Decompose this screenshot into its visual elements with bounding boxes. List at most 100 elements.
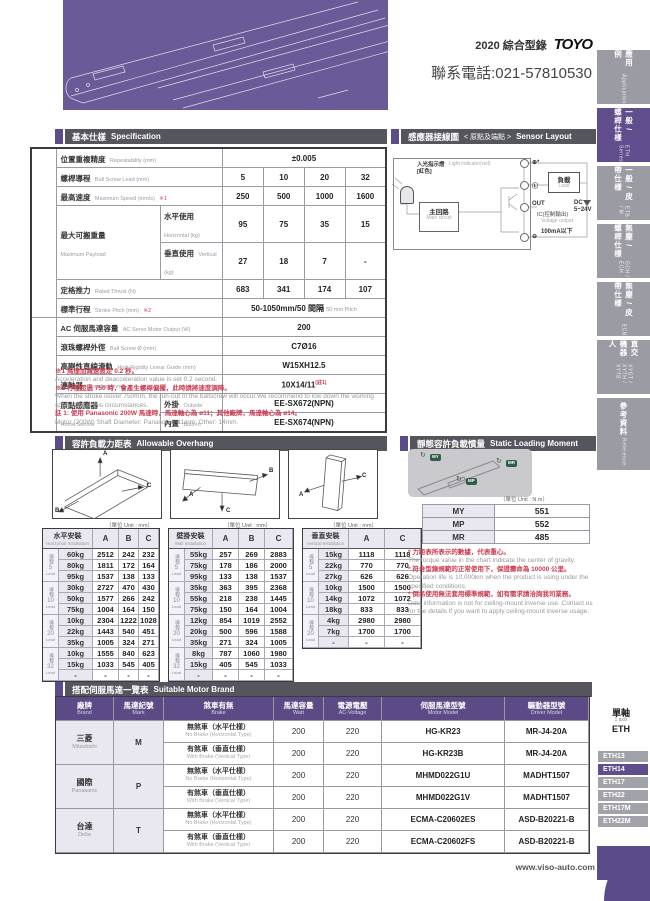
tab-label-zh: 參考資料 (619, 402, 628, 437)
value-cell: 1980 (265, 648, 293, 659)
brake-cell: 無煞車（水平仕樣） No Brake (Horizontal Type) (164, 809, 274, 831)
spec-label: AC 伺服馬達容量 AC Servo Motor Output (W) (56, 317, 223, 337)
sidebar-item-reference[interactable]: 參考資料 Reference (597, 398, 650, 470)
payload-cell: 15kg (59, 659, 93, 670)
payload-cell: 10kg (59, 615, 93, 626)
moment-section-header: 靜態容許負載慣量 Static Loading Moment (400, 436, 596, 451)
spec-value: 10 (262, 167, 305, 187)
sidebar-item-etb-m[interactable]: 一般 / 皮帶仕樣 ETB / M (597, 166, 650, 220)
col-header: C (139, 529, 159, 549)
tab-label-zh: 直交機器人 (608, 340, 639, 357)
value-cell: 1072 (349, 593, 385, 604)
spec-value: 95 (221, 205, 264, 243)
payload-cell: 30kg (59, 582, 93, 593)
axis-letter: C (362, 473, 367, 479)
value-cell: 405 (213, 659, 239, 670)
payload-cell: 12kg (185, 615, 213, 626)
tab-eth17[interactable]: ETH17 (598, 777, 648, 788)
section-title-zh: 搭配伺服馬達一覽表 (72, 684, 149, 695)
brake-cell: 有煞車（垂直仕樣） With Brake (Vertical Type) (164, 787, 274, 809)
unit-label-mm: （單位 Unit : mm） (330, 523, 378, 529)
section-title-zh: 感應器接線圖 (408, 131, 460, 142)
value-cell: 324 (239, 637, 265, 648)
note-zh: * 力距表所表示的數據，代表重心。 (408, 549, 510, 556)
value-cell: 2552 (265, 615, 293, 626)
value-cell: 363 (213, 582, 239, 593)
axis-letter: B (55, 508, 60, 514)
group-label-spec: 規格 Spec (30, 147, 58, 318)
moment-axis-label: MR (506, 460, 517, 467)
tab-eth13[interactable]: ETH13 (598, 751, 648, 762)
moment-key: MR (422, 530, 495, 544)
spec-value: 15 (344, 205, 387, 243)
payload-cell: 27kg (319, 571, 349, 582)
value-cell: 770 (349, 560, 385, 571)
spec-label: 最大可搬重量 Maximum Payload (56, 205, 162, 280)
section-title-en: Sensor Layout (516, 132, 572, 141)
watt-cell: 200 (274, 721, 324, 743)
value-cell: 545 (239, 659, 265, 670)
website-url[interactable]: www.viso-auto.com (515, 862, 595, 872)
spec-value: 683 (221, 279, 264, 299)
group-zh: 部品 (36, 355, 52, 386)
value-cell: - (213, 670, 239, 681)
spec-sublabel: 內置 Built-In (160, 412, 223, 433)
lead-group-label: 導程 20 Lead (303, 615, 319, 648)
payload-cell: 10kg (319, 582, 349, 593)
terminal-out (520, 203, 529, 212)
value-cell: 1004 (93, 604, 119, 615)
watt-cell: 200 (274, 765, 324, 787)
payload-cell: - (59, 670, 93, 681)
value-cell: 405 (139, 659, 159, 670)
group-en: Parts (37, 387, 52, 394)
col-header: A (349, 529, 385, 549)
table-title: 水平安裝 Horizontal Installation (43, 529, 93, 549)
tab-eth22[interactable]: ETH22 (598, 790, 648, 801)
value-cell: 133 (213, 571, 239, 582)
terminal-plus (520, 159, 529, 168)
value-cell: 1005 (265, 637, 293, 648)
axis-letter: A (103, 451, 108, 457)
tab-eth22m[interactable]: ETH22M (598, 816, 648, 827)
tab-eth14[interactable]: ETH14 (598, 764, 648, 775)
motor-model-cell: HG-KR23B (382, 743, 505, 765)
moment-value: 485 (494, 530, 590, 544)
col-header-brake: 煞車有無 Brake (164, 697, 274, 721)
moment-diagram-photo: MY MP MR (408, 449, 532, 497)
table-row: 垂直使用 Vertical (kg) 27 18 7 - (31, 242, 387, 280)
sidebar-item-application[interactable]: 應用例 Application (597, 50, 650, 104)
spec-value: EE-SX672(NPN) (221, 393, 387, 413)
axis-letter: C (147, 483, 152, 489)
value-cell: 1118 (349, 549, 385, 560)
value-cell: - (119, 670, 139, 681)
brand-logo: TOYO (553, 36, 593, 53)
voltage-cell: 220 (324, 765, 382, 787)
footnote-zh: ※1 馬達加減速設定 0.2 秒。 (55, 368, 139, 375)
spec-label: 連軸器 Coupling (mm) (56, 374, 223, 394)
value-cell: 164 (239, 604, 265, 615)
moment-notes: * 力距表所表示的數據，代表重心。 The torque value in th… (408, 549, 594, 617)
overhang-tables: 水平安裝 Horizontal Installation A B C 導程 5 Lea… (42, 528, 422, 682)
value-cell: 1577 (93, 593, 119, 604)
value-cell: 1028 (139, 615, 159, 626)
value-cell: 1118 (385, 549, 421, 560)
axis-letter: C (226, 508, 231, 514)
spec-label: 位置重複精度 Repeatability (mm) (56, 147, 223, 168)
sidebar-item-xygt[interactable]: 直交機器人 XYGT / XYTH / XYTB (597, 340, 650, 394)
terminal-l-label: Ⓛ (532, 184, 539, 190)
watt-cell: 200 (274, 787, 324, 809)
moment-axis-label: MY (430, 454, 441, 461)
sidebar-item-ecb[interactable]: 無塵 / 皮帶仕樣 ECB (597, 282, 650, 336)
sensor-wiring-diagram: 入光指示燈[紅色] Light indicator(red) 主回路 Main c… (391, 148, 596, 258)
brake-cell: 無煞車（水平仕樣） No Brake (Horizontal Type) (164, 721, 274, 743)
value-cell: 626 (385, 571, 421, 582)
value-cell: 1005 (93, 637, 119, 648)
value-cell: 133 (139, 571, 159, 582)
terminal-l (520, 181, 529, 190)
tab-eth17m[interactable]: ETH17M (598, 803, 648, 814)
sidebar-item-gch-ech[interactable]: 無塵 / 螺桿仕樣 GCH / ECH (597, 224, 650, 278)
sidebar-item-eth-series[interactable]: 一般 / 螺桿仕樣 ETH Series (597, 108, 650, 162)
footnote-en: Motor (200W) Shaft Diameter: Panasonic: … (55, 418, 239, 426)
value-cell: 138 (119, 571, 139, 582)
brand-cell: 國際 Panasonic (56, 765, 114, 809)
